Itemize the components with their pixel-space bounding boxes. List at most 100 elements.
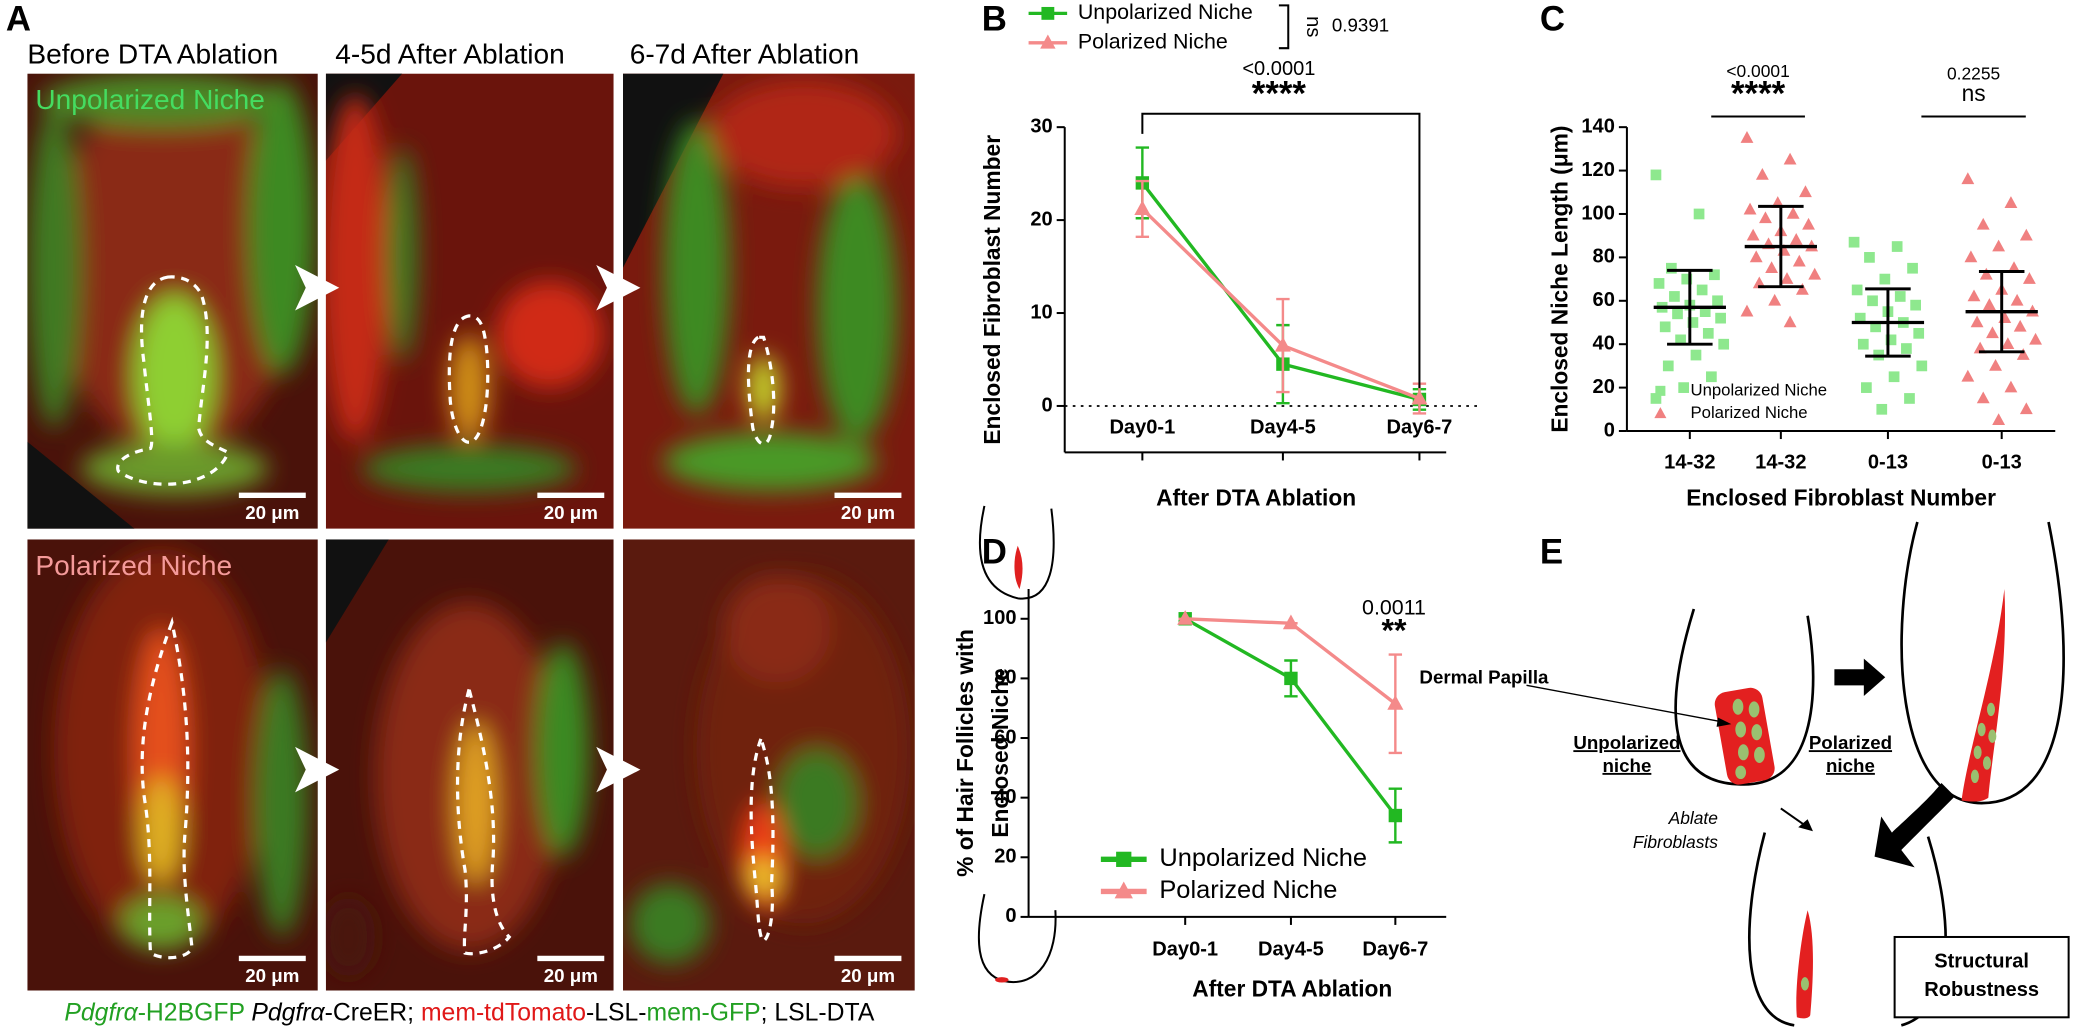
marker [1888, 371, 1900, 383]
niche-outlines [116, 275, 776, 960]
caption-part: ; LSL-DTA [761, 999, 875, 1026]
marker [1967, 289, 1981, 302]
marker [2001, 337, 2015, 350]
micrograph [325, 73, 614, 529]
y-tick-label: 100 [983, 607, 1016, 629]
legend-marker [1041, 6, 1055, 20]
x-tick-label: Day6-7 [1362, 939, 1428, 961]
leader-line [1526, 684, 1728, 724]
marker [1891, 241, 1903, 252]
y-tick-label: 80 [994, 667, 1016, 689]
annotation: 0.0011 [1362, 596, 1426, 620]
marker [1879, 273, 1891, 285]
marker [1780, 272, 1794, 284]
x-axis-label: After DTA Ablation [1156, 484, 1356, 510]
row-title: Unpolarized Niche [35, 84, 265, 115]
marker [1759, 211, 1772, 224]
panel-labels: A B C D E [6, 0, 1565, 571]
scale-label: 20 μm [544, 965, 598, 986]
micrograph [623, 539, 915, 991]
marker [1411, 389, 1428, 405]
legend-label: Polarized Niche [1078, 29, 1228, 53]
marker [1177, 610, 1194, 625]
x-tick-label: Day4-5 [1250, 417, 1316, 439]
marker [1665, 262, 1677, 274]
marker [1783, 152, 1797, 165]
marker [1907, 262, 1918, 274]
marker [1916, 360, 1928, 372]
marker [1709, 269, 1720, 281]
annotation: 0.9391 [1332, 15, 1389, 36]
annotation: Unpolarized [1573, 732, 1680, 753]
marker [1961, 369, 1975, 382]
annotation: Polarized [1809, 732, 1892, 753]
marker [1786, 207, 1800, 219]
y-tick-label: 20 [994, 846, 1016, 868]
marker [1675, 334, 1686, 346]
marker [1755, 167, 1769, 180]
marker [1388, 808, 1403, 823]
marker [1961, 172, 1975, 185]
marker [1134, 200, 1151, 215]
marker [2019, 402, 2033, 415]
marker [1802, 217, 1815, 230]
marker [1870, 321, 1881, 333]
panel-label: A [6, 0, 31, 39]
marker [2019, 228, 2033, 241]
marker [1662, 360, 1674, 372]
panel-label: E [1540, 532, 1563, 571]
y-tick-label: 30 [1030, 115, 1052, 137]
marker [1861, 382, 1872, 393]
sequence-arrows [295, 265, 641, 793]
micrograph [623, 73, 915, 529]
marker [1989, 358, 2002, 371]
marker [1672, 308, 1683, 320]
marker [1743, 202, 1757, 215]
y-tick-label: 60 [1593, 289, 1615, 311]
marker [1885, 334, 1897, 346]
marker [1992, 239, 2006, 252]
small-arrow-head [1798, 819, 1813, 832]
genotype-caption: Pdgfrα-H2BGFP Pdgfrα-CreER; mem-tdTomato… [30, 999, 895, 1026]
x-tick-label: 14-32 [1664, 451, 1715, 473]
marker [1696, 284, 1708, 296]
marker [1976, 391, 1990, 404]
marker [2004, 380, 2018, 393]
scale-label: 20 μm [841, 965, 895, 986]
micrograph [27, 73, 318, 529]
row-title: Polarized Niche [35, 550, 232, 581]
marker [1986, 326, 1999, 339]
marker [1284, 671, 1298, 686]
annotation: niche [1826, 755, 1875, 776]
y-tick-label: 0 [1005, 905, 1016, 927]
marker [1718, 338, 1730, 350]
ablated-papilla [1796, 910, 1813, 1019]
annotation: <0.0001 [1726, 61, 1789, 81]
robustness-box [1893, 935, 2070, 1019]
legend-label: Unpolarized Niche [1690, 380, 1827, 399]
marker [1848, 236, 1860, 248]
marker [1687, 317, 1699, 328]
scale-bars [238, 492, 902, 962]
marker [1910, 299, 1921, 311]
marker [1970, 315, 1984, 328]
marker [1749, 250, 1763, 263]
papilla-cells [1970, 702, 1997, 784]
column-title: 6-7d After Ablation [630, 39, 860, 70]
x-axis-label: After DTA Ablation [1192, 976, 1392, 1002]
annotation: Robustness [1924, 979, 2039, 1001]
marker [1282, 614, 1299, 630]
sd-bar [1758, 204, 1804, 289]
y-axis-label: Enclosed Niche Length (μm) [1546, 125, 1572, 432]
legend-marker [1116, 851, 1132, 867]
marker [2029, 332, 2042, 345]
marker [1387, 695, 1404, 710]
micrographs: 20 μm 20 μm 20 μm 20 μm 20 μm 20 μm [27, 73, 915, 991]
y-tick-label: 100 [1581, 202, 1614, 224]
marker [1799, 185, 1812, 198]
marker [1783, 315, 1797, 328]
column-title: 4-5d After Ablation [335, 39, 565, 70]
legend-marker [1114, 881, 1133, 899]
annotation: <0.0001 [1242, 58, 1315, 80]
